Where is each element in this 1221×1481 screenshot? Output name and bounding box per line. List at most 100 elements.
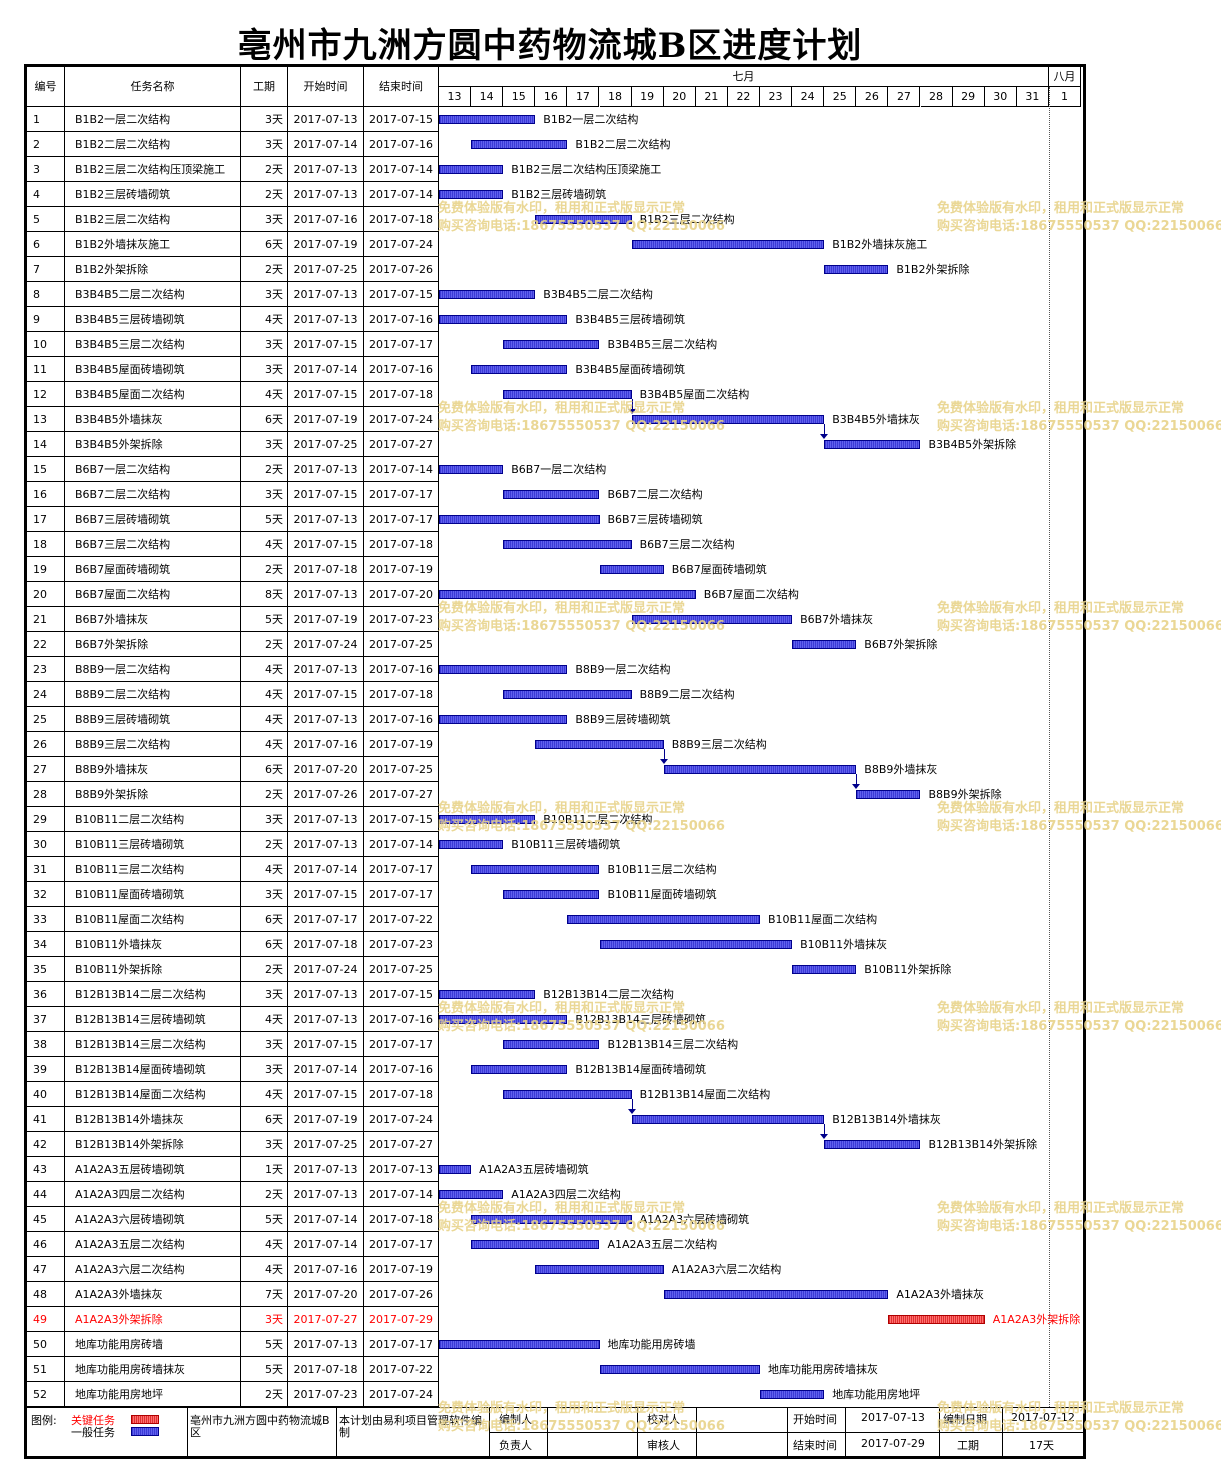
task-id-cell: 27 xyxy=(27,757,65,782)
task-start-cell: 2017-07-15 xyxy=(288,532,364,557)
task-bar-label: B10B11外墙抹灰 xyxy=(800,938,888,951)
task-bar[interactable] xyxy=(631,1115,825,1124)
task-bar-label: B12B13B14外架拆除 xyxy=(928,1138,1038,1151)
date-value: 2017-07-12 xyxy=(1011,1411,1075,1424)
task-id-cell: 37 xyxy=(27,1007,65,1032)
task-duration-cell: 2天 xyxy=(241,632,288,657)
day-label: 19 xyxy=(631,87,664,107)
task-bar[interactable] xyxy=(439,1165,472,1174)
task-bar[interactable] xyxy=(663,765,857,774)
task-bar[interactable] xyxy=(439,165,504,174)
task-bar[interactable] xyxy=(856,790,921,799)
task-id-cell: 2 xyxy=(27,132,65,157)
task-bar[interactable] xyxy=(439,840,504,849)
task-bar[interactable] xyxy=(439,590,696,599)
task-bar-label: A1A2A3六层二次结构 xyxy=(671,1263,782,1276)
task-duration-cell: 3天 xyxy=(241,132,288,157)
task-bar[interactable] xyxy=(471,365,568,374)
task-bar[interactable] xyxy=(439,115,536,124)
task-duration-cell: 3天 xyxy=(241,1057,288,1082)
task-start-cell: 2017-07-13 xyxy=(288,832,364,857)
task-bar[interactable] xyxy=(535,1265,664,1274)
task-bar[interactable] xyxy=(471,865,600,874)
task-end-cell: 2017-07-16 xyxy=(364,707,439,732)
task-bar[interactable] xyxy=(471,1240,600,1249)
task-bar[interactable] xyxy=(471,140,568,149)
footer-divider xyxy=(1002,1407,1003,1456)
task-bar[interactable] xyxy=(631,415,825,424)
task-name-cell: B10B11外架拆除 xyxy=(65,957,241,982)
task-bar[interactable] xyxy=(471,1065,568,1074)
task-bar[interactable] xyxy=(503,340,600,349)
task-bar[interactable] xyxy=(439,715,568,724)
task-bar[interactable] xyxy=(792,640,857,649)
task-start-cell: 2017-07-13 xyxy=(288,707,364,732)
task-start-cell: 2017-07-14 xyxy=(288,357,364,382)
task-duration-cell: 4天 xyxy=(241,1257,288,1282)
task-bar[interactable] xyxy=(439,990,536,999)
task-bar[interactable] xyxy=(663,1290,889,1299)
task-bar[interactable] xyxy=(439,1190,504,1199)
task-bar[interactable] xyxy=(535,215,632,224)
task-duration-cell: 5天 xyxy=(241,1357,288,1382)
task-end-cell: 2017-07-16 xyxy=(364,307,439,332)
task-start-cell: 2017-07-13 xyxy=(288,182,364,207)
task-bar[interactable] xyxy=(824,1140,921,1149)
footer-divider xyxy=(696,1407,697,1456)
task-end-cell: 2017-07-23 xyxy=(364,932,439,957)
task-name-cell: B1B2外架拆除 xyxy=(65,257,241,282)
task-duration-cell: 3天 xyxy=(241,1307,288,1332)
task-bar-label: B1B2三层二次结构 xyxy=(639,213,735,226)
task-bar-label: B6B7三层砖墙砌筑 xyxy=(607,513,703,526)
task-bar[interactable] xyxy=(503,390,632,399)
footer-divider xyxy=(489,1407,490,1456)
task-end-cell: 2017-07-27 xyxy=(364,1132,439,1157)
task-bar[interactable] xyxy=(599,940,793,949)
task-bar[interactable] xyxy=(439,465,504,474)
task-end-cell: 2017-07-24 xyxy=(364,232,439,257)
task-bar[interactable] xyxy=(439,1340,600,1349)
day-label: 21 xyxy=(695,87,728,107)
task-end-cell: 2017-07-26 xyxy=(364,257,439,282)
task-bar[interactable] xyxy=(439,515,600,524)
task-bar[interactable] xyxy=(567,915,760,924)
task-bar-label: B1B2一层二次结构 xyxy=(543,113,639,126)
task-end-cell: 2017-07-23 xyxy=(364,607,439,632)
compiler-label: 编制人 xyxy=(499,1413,532,1426)
task-bar[interactable] xyxy=(439,190,504,199)
task-bar[interactable] xyxy=(792,965,857,974)
task-bar[interactable] xyxy=(824,265,889,274)
task-duration-cell: 2天 xyxy=(241,157,288,182)
task-bar[interactable] xyxy=(631,615,793,624)
task-bar[interactable] xyxy=(599,565,664,574)
task-bar[interactable] xyxy=(760,1390,825,1399)
task-bar[interactable] xyxy=(888,1315,985,1324)
task-bar[interactable] xyxy=(503,540,632,549)
day-label: 13 xyxy=(439,87,472,107)
task-bar[interactable] xyxy=(439,290,536,299)
task-bar[interactable] xyxy=(503,490,600,499)
task-bar[interactable] xyxy=(471,1215,632,1224)
task-name-cell: B12B13B14外墙抹灰 xyxy=(65,1107,241,1132)
task-id-cell: 51 xyxy=(27,1357,65,1382)
task-bar[interactable] xyxy=(824,440,921,449)
task-bar[interactable] xyxy=(535,740,664,749)
task-bar[interactable] xyxy=(439,1015,568,1024)
dependency-line xyxy=(663,749,665,760)
task-bar[interactable] xyxy=(439,815,536,824)
task-bar[interactable] xyxy=(503,1040,600,1049)
task-duration-cell: 3天 xyxy=(241,282,288,307)
task-duration-cell: 3天 xyxy=(241,1032,288,1057)
task-duration-cell: 2天 xyxy=(241,1382,288,1407)
task-start-cell: 2017-07-15 xyxy=(288,882,364,907)
task-bar[interactable] xyxy=(503,1090,632,1099)
task-bar[interactable] xyxy=(439,315,568,324)
task-start-cell: 2017-07-16 xyxy=(288,207,364,232)
task-bar[interactable] xyxy=(599,1365,760,1374)
task-bar[interactable] xyxy=(503,890,600,899)
task-bar[interactable] xyxy=(439,665,568,674)
task-bar[interactable] xyxy=(503,690,632,699)
task-id-cell: 29 xyxy=(27,807,65,832)
task-bar[interactable] xyxy=(631,240,825,249)
task-name-cell: A1A2A3外墙抹灰 xyxy=(65,1282,241,1307)
